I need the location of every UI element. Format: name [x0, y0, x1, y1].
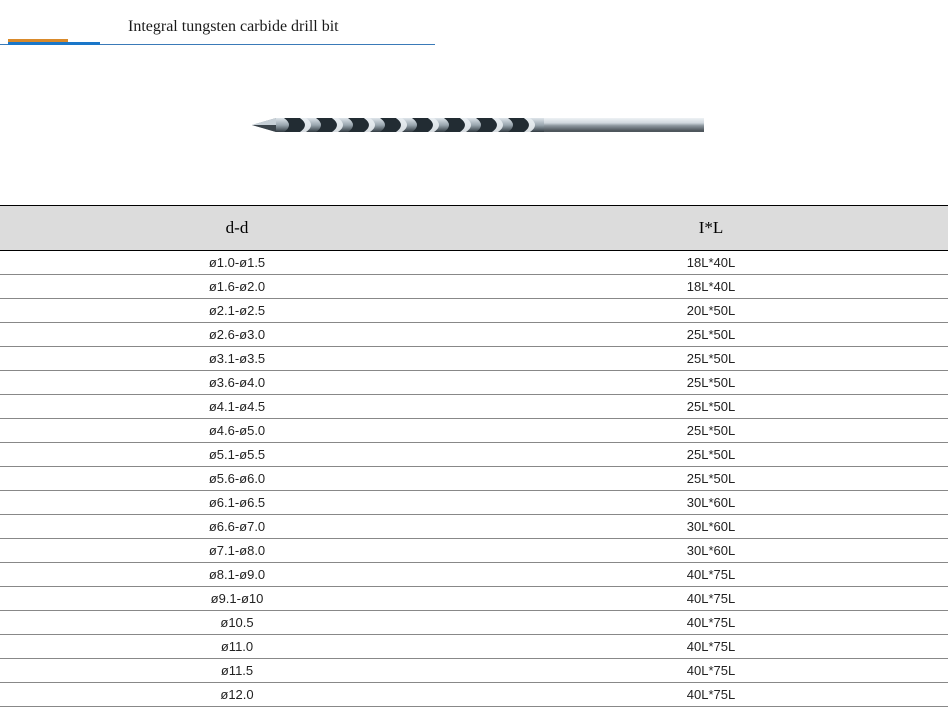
page-header: Integral tungsten carbide drill bit: [0, 0, 435, 45]
table-row: ø4.6-ø5.025L*50L: [0, 419, 948, 443]
cell-il: 25L*50L: [474, 347, 948, 371]
table-row: ø12.040L*75L: [0, 683, 948, 707]
header-accent: [8, 39, 100, 45]
cell-il: 20L*50L: [474, 299, 948, 323]
cell-il: 40L*75L: [474, 611, 948, 635]
cell-dd: ø8.1-ø9.0: [0, 563, 474, 587]
cell-il: 40L*75L: [474, 587, 948, 611]
cell-dd: ø5.1-ø5.5: [0, 443, 474, 467]
table-row: ø1.0-ø1.518L*40L: [0, 251, 948, 275]
product-image-row: [0, 65, 948, 185]
cell-dd: ø7.1-ø8.0: [0, 539, 474, 563]
column-header-dd: d-d: [0, 206, 474, 251]
table-row: ø5.6-ø6.025L*50L: [0, 467, 948, 491]
drill-bit-image: [244, 112, 704, 138]
cell-il: 40L*75L: [474, 635, 948, 659]
cell-il: 25L*50L: [474, 371, 948, 395]
table-row: ø4.1-ø4.525L*50L: [0, 395, 948, 419]
table-row: ø6.6-ø7.030L*60L: [0, 515, 948, 539]
table-header: d-d I*L: [0, 206, 948, 251]
cell-dd: ø1.0-ø1.5: [0, 251, 474, 275]
cell-dd: ø2.6-ø3.0: [0, 323, 474, 347]
cell-dd: ø11.5: [0, 659, 474, 683]
table-row: ø11.540L*75L: [0, 659, 948, 683]
cell-il: 40L*75L: [474, 659, 948, 683]
cell-dd: ø3.6-ø4.0: [0, 371, 474, 395]
cell-dd: ø12.0: [0, 683, 474, 707]
page-title: Integral tungsten carbide drill bit: [128, 18, 339, 36]
table-row: ø2.1-ø2.520L*50L: [0, 299, 948, 323]
cell-dd: ø6.1-ø6.5: [0, 491, 474, 515]
cell-il: 30L*60L: [474, 515, 948, 539]
cell-il: 25L*50L: [474, 323, 948, 347]
cell-dd: ø1.6-ø2.0: [0, 275, 474, 299]
table-row: ø7.1-ø8.030L*60L: [0, 539, 948, 563]
cell-dd: ø6.6-ø7.0: [0, 515, 474, 539]
table-row: ø6.1-ø6.530L*60L: [0, 491, 948, 515]
cell-il: 40L*75L: [474, 683, 948, 707]
table-row: ø3.1-ø3.525L*50L: [0, 347, 948, 371]
cell-il: 30L*60L: [474, 491, 948, 515]
cell-dd: ø10.5: [0, 611, 474, 635]
cell-il: 25L*50L: [474, 443, 948, 467]
spec-table: d-d I*L ø1.0-ø1.518L*40Lø1.6-ø2.018L*40L…: [0, 205, 948, 707]
cell-dd: ø3.1-ø3.5: [0, 347, 474, 371]
accent-blue-bar: [8, 42, 100, 45]
table-row: ø2.6-ø3.025L*50L: [0, 323, 948, 347]
column-header-il: I*L: [474, 206, 948, 251]
cell-dd: ø4.6-ø5.0: [0, 419, 474, 443]
cell-il: 18L*40L: [474, 251, 948, 275]
cell-il: 25L*50L: [474, 467, 948, 491]
cell-dd: ø11.0: [0, 635, 474, 659]
cell-il: 40L*75L: [474, 563, 948, 587]
cell-dd: ø5.6-ø6.0: [0, 467, 474, 491]
table-body: ø1.0-ø1.518L*40Lø1.6-ø2.018L*40Lø2.1-ø2.…: [0, 251, 948, 707]
cell-dd: ø9.1-ø10: [0, 587, 474, 611]
cell-il: 25L*50L: [474, 395, 948, 419]
cell-il: 30L*60L: [474, 539, 948, 563]
table-row: ø1.6-ø2.018L*40L: [0, 275, 948, 299]
table-row: ø11.040L*75L: [0, 635, 948, 659]
table-row: ø3.6-ø4.025L*50L: [0, 371, 948, 395]
cell-il: 18L*40L: [474, 275, 948, 299]
cell-dd: ø2.1-ø2.5: [0, 299, 474, 323]
table-row: ø5.1-ø5.525L*50L: [0, 443, 948, 467]
table-row: ø8.1-ø9.040L*75L: [0, 563, 948, 587]
table-row: ø9.1-ø1040L*75L: [0, 587, 948, 611]
table-row: ø10.540L*75L: [0, 611, 948, 635]
cell-il: 25L*50L: [474, 419, 948, 443]
cell-dd: ø4.1-ø4.5: [0, 395, 474, 419]
